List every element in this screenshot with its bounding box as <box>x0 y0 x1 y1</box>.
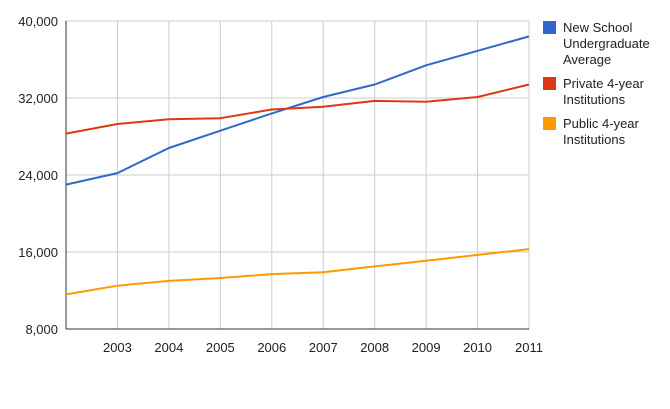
legend-item-0: New School Undergraduate Average <box>543 20 668 68</box>
x-tick-label: 2008 <box>360 340 389 355</box>
series-line-0 <box>65 35 530 186</box>
legend-swatch <box>543 21 556 34</box>
y-tick-label: 8,000 <box>25 322 58 337</box>
legend-label: Public 4-year Institutions <box>563 116 639 147</box>
legend-item-2: Public 4-year Institutions <box>543 116 668 148</box>
x-tick-label: 2005 <box>206 340 235 355</box>
x-tick-label: 2011 <box>515 340 543 355</box>
x-tick-label: 2007 <box>309 340 338 355</box>
x-tick-label: 2010 <box>463 340 492 355</box>
axes <box>65 21 529 330</box>
y-axis-tick-labels: 8,000 16,000 24,000 32,000 40,000 <box>18 14 58 337</box>
legend-label: New School Undergraduate Average <box>563 20 650 67</box>
series-line-1 <box>65 83 530 135</box>
y-tick-label: 16,000 <box>18 245 58 260</box>
series-line-2 <box>65 248 530 296</box>
y-tick-label: 40,000 <box>18 14 58 29</box>
legend-label: Private 4-year Institutions <box>563 76 644 107</box>
y-tick-label: 32,000 <box>18 91 58 106</box>
x-tick-label: 2004 <box>154 340 183 355</box>
x-tick-label: 2003 <box>103 340 132 355</box>
x-axis-tick-labels: 2003 2004 2005 2006 2007 2008 2009 2010 2011 <box>103 340 543 355</box>
series-lines <box>65 35 530 296</box>
legend: New School Undergraduate Average Private … <box>543 20 668 156</box>
y-tick-label: 24,000 <box>18 168 58 183</box>
legend-swatch <box>543 117 556 130</box>
x-tick-label: 2006 <box>257 340 286 355</box>
legend-swatch <box>543 77 556 90</box>
x-tick-label: 2009 <box>412 340 441 355</box>
grid-lines <box>66 20 530 329</box>
legend-item-1: Private 4-year Institutions <box>543 76 668 108</box>
